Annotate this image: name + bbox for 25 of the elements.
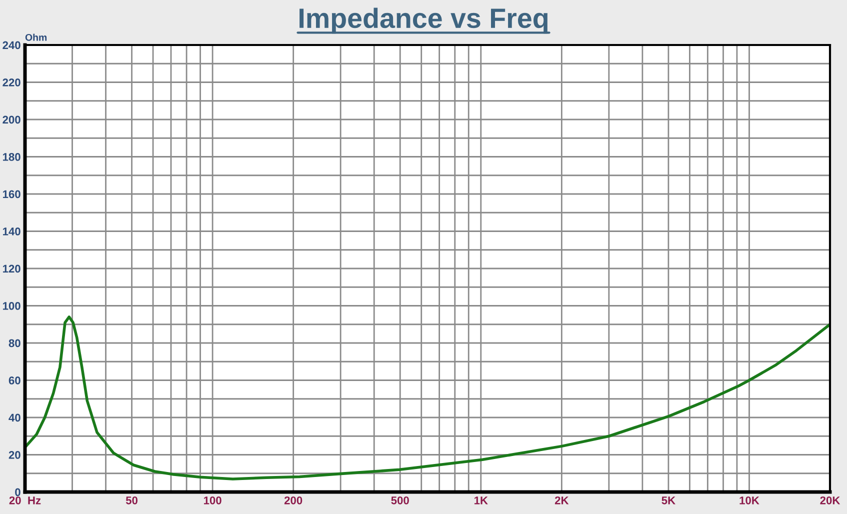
y-tick-label: 240 (2, 41, 20, 50)
y-tick-label: 80 (8, 339, 20, 348)
x-tick-label: 2K (554, 496, 569, 504)
y-tick-label: 100 (2, 302, 20, 310)
x-tick-label: 500 (391, 496, 409, 504)
y-tick-label: 0 (15, 488, 20, 496)
y-tick-label: 140 (2, 228, 20, 236)
x-tick-label: 100 (204, 496, 222, 504)
chart-title: Impedance vs Freq (300, 8, 548, 34)
y-tick-label: 180 (2, 153, 20, 161)
x-tick-label: 200 (284, 496, 302, 504)
x-tick-label: 20 Hz (9, 496, 41, 504)
x-tick-label: 1K (474, 496, 488, 504)
y-tick-label: 40 (8, 414, 20, 422)
y-tick-label: 60 (8, 376, 20, 384)
y-axis-title: Ohm (25, 34, 47, 41)
y-tick-label: 160 (2, 190, 20, 198)
x-tick-label: 50 (126, 496, 138, 504)
y-tick-label: 200 (2, 116, 20, 124)
y-tick-label: 220 (2, 78, 20, 86)
y-tick-label: 20 (8, 451, 20, 459)
x-tick-label: 20K (820, 496, 840, 504)
x-tick-label: 5K (662, 496, 676, 504)
y-tick-label: 120 (2, 264, 20, 273)
x-tick-label: 10K (740, 496, 760, 504)
